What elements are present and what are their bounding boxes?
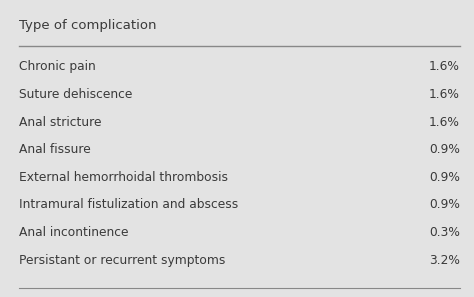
Text: Anal incontinence: Anal incontinence [19, 226, 128, 239]
Text: Persistant or recurrent symptoms: Persistant or recurrent symptoms [19, 254, 225, 267]
Text: 0.9%: 0.9% [429, 198, 460, 211]
Text: Anal stricture: Anal stricture [19, 116, 101, 129]
Text: Suture dehiscence: Suture dehiscence [19, 88, 132, 101]
Text: 0.9%: 0.9% [429, 143, 460, 156]
Text: Chronic pain: Chronic pain [19, 60, 96, 73]
Text: 0.3%: 0.3% [429, 226, 460, 239]
Text: 1.6%: 1.6% [429, 116, 460, 129]
Text: Intramural fistulization and abscess: Intramural fistulization and abscess [19, 198, 238, 211]
Text: Type of complication: Type of complication [19, 19, 156, 32]
Text: External hemorrhoidal thrombosis: External hemorrhoidal thrombosis [19, 171, 228, 184]
Text: 0.9%: 0.9% [429, 171, 460, 184]
Text: 1.6%: 1.6% [429, 88, 460, 101]
Text: 1.6%: 1.6% [429, 60, 460, 73]
Text: 3.2%: 3.2% [429, 254, 460, 267]
Text: Anal fissure: Anal fissure [19, 143, 91, 156]
